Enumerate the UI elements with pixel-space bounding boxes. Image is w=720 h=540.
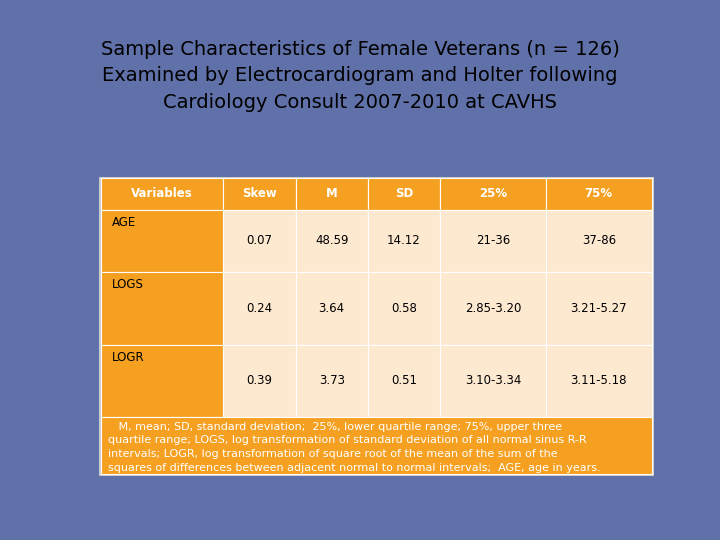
Text: 48.59: 48.59 <box>315 234 348 247</box>
FancyBboxPatch shape <box>440 345 546 417</box>
Text: 0.58: 0.58 <box>391 301 417 315</box>
Text: 2.85-3.20: 2.85-3.20 <box>465 301 521 315</box>
FancyBboxPatch shape <box>440 178 546 210</box>
Text: 3.64: 3.64 <box>319 301 345 315</box>
FancyBboxPatch shape <box>295 210 368 272</box>
FancyBboxPatch shape <box>101 178 223 210</box>
FancyBboxPatch shape <box>101 345 223 417</box>
FancyBboxPatch shape <box>546 272 652 345</box>
FancyBboxPatch shape <box>101 417 652 474</box>
Text: AGE: AGE <box>112 216 136 229</box>
Text: 3.73: 3.73 <box>319 374 345 388</box>
Text: 0.39: 0.39 <box>246 374 272 388</box>
Text: LOGR: LOGR <box>112 351 144 364</box>
Text: SD: SD <box>395 187 413 200</box>
FancyBboxPatch shape <box>101 178 652 474</box>
FancyBboxPatch shape <box>368 178 440 210</box>
FancyBboxPatch shape <box>368 210 440 272</box>
FancyBboxPatch shape <box>368 272 440 345</box>
Text: LOGS: LOGS <box>112 278 143 291</box>
Text: 0.24: 0.24 <box>246 301 272 315</box>
FancyBboxPatch shape <box>440 210 546 272</box>
FancyBboxPatch shape <box>295 272 368 345</box>
FancyBboxPatch shape <box>295 345 368 417</box>
FancyBboxPatch shape <box>101 210 223 272</box>
Text: 14.12: 14.12 <box>387 234 421 247</box>
FancyBboxPatch shape <box>295 178 368 210</box>
FancyBboxPatch shape <box>440 272 546 345</box>
Text: M, mean; SD, standard deviation;  25%, lower quartile range; 75%, upper three
qu: M, mean; SD, standard deviation; 25%, lo… <box>108 422 600 472</box>
FancyBboxPatch shape <box>223 345 295 417</box>
Text: Variables: Variables <box>131 187 193 200</box>
FancyBboxPatch shape <box>99 177 654 476</box>
Text: 3.10-3.34: 3.10-3.34 <box>465 374 521 388</box>
Text: 25%: 25% <box>479 187 507 200</box>
Text: 37-86: 37-86 <box>582 234 616 247</box>
FancyBboxPatch shape <box>223 272 295 345</box>
FancyBboxPatch shape <box>101 272 223 345</box>
Text: 0.51: 0.51 <box>391 374 417 388</box>
FancyBboxPatch shape <box>368 345 440 417</box>
Text: 21-36: 21-36 <box>476 234 510 247</box>
Text: 3.21-5.27: 3.21-5.27 <box>570 301 627 315</box>
FancyBboxPatch shape <box>546 210 652 272</box>
Text: 0.07: 0.07 <box>246 234 272 247</box>
FancyBboxPatch shape <box>546 345 652 417</box>
FancyBboxPatch shape <box>223 178 295 210</box>
FancyBboxPatch shape <box>223 210 295 272</box>
FancyBboxPatch shape <box>546 178 652 210</box>
Text: 3.11-5.18: 3.11-5.18 <box>570 374 627 388</box>
Text: 75%: 75% <box>585 187 613 200</box>
Text: Skew: Skew <box>242 187 276 200</box>
Text: Sample Characteristics of Female Veterans (n = 126)
Examined by Electrocardiogra: Sample Characteristics of Female Veteran… <box>101 39 619 112</box>
Text: M: M <box>326 187 338 200</box>
